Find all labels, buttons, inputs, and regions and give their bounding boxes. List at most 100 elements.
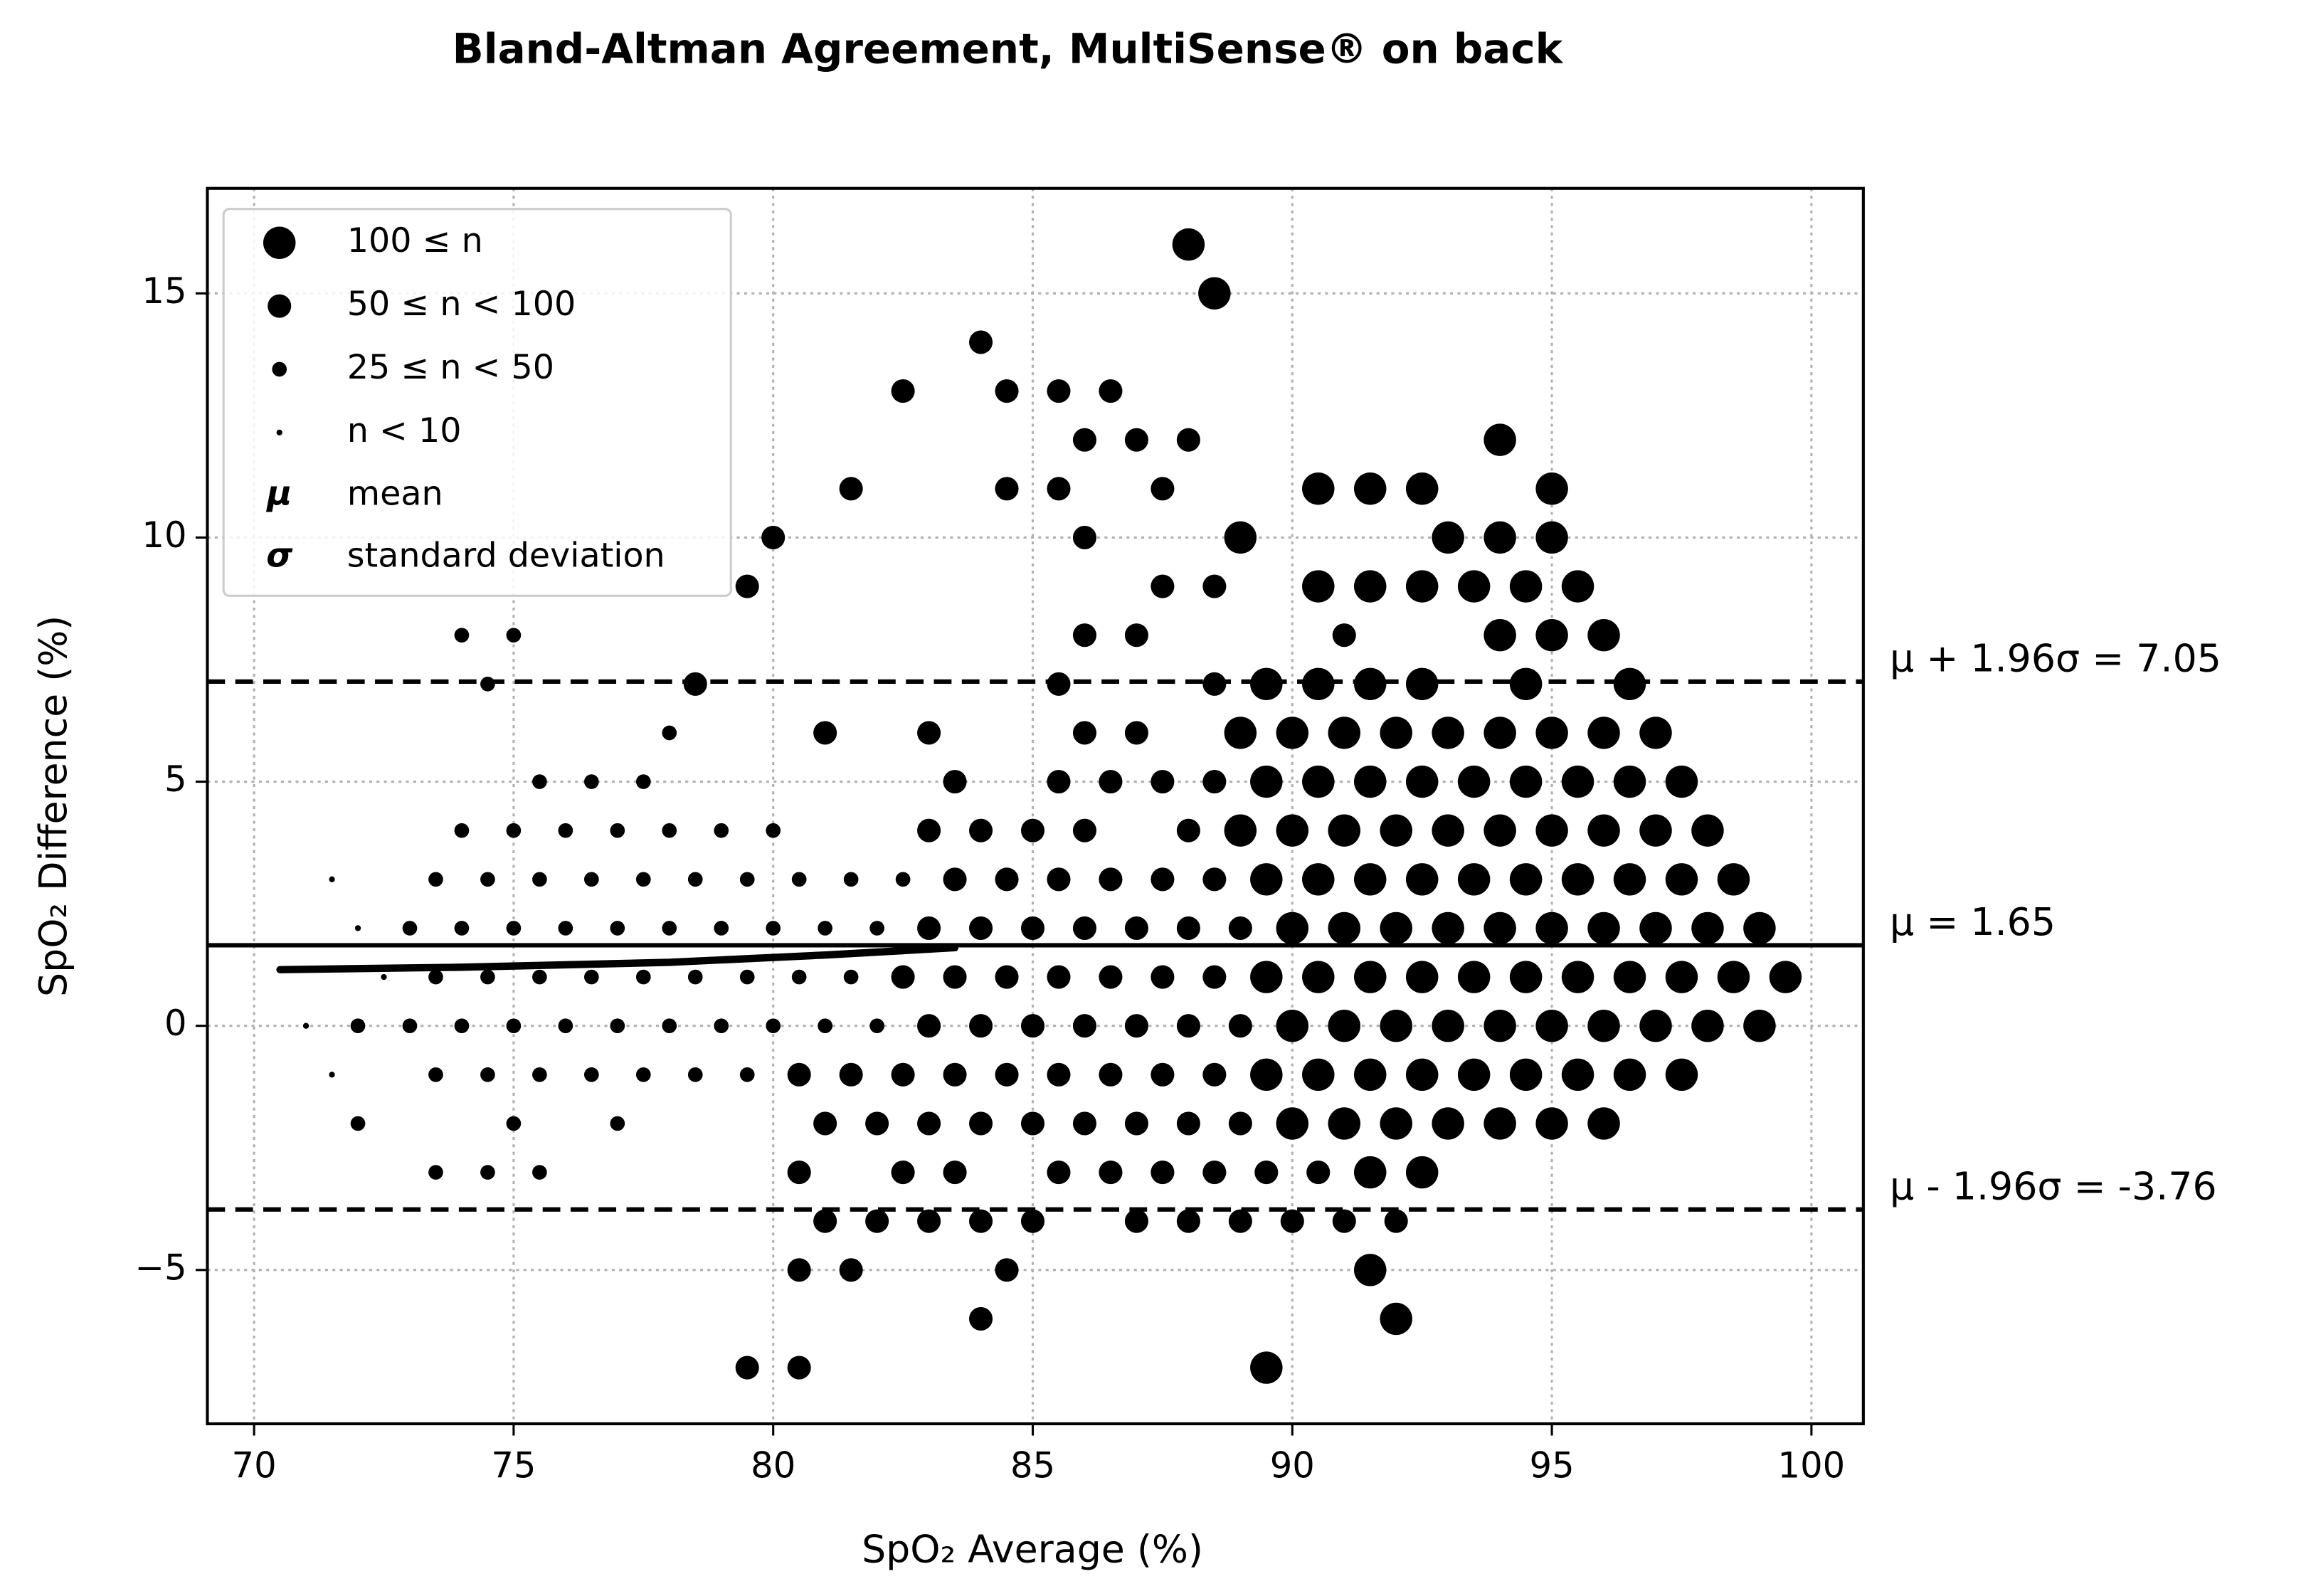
point [917,1111,941,1136]
point [968,1111,993,1136]
point [1176,428,1200,452]
point [1483,717,1516,749]
point [687,872,703,887]
point [558,921,573,936]
point [1250,1058,1283,1092]
point [891,379,915,403]
point [1353,570,1387,603]
point [1353,961,1387,993]
point [1072,1014,1096,1038]
plot-frame [206,186,1865,1426]
point [968,1306,993,1331]
point [735,574,759,598]
legend-label: 50 ≤ n < 100 [347,285,576,324]
point [558,823,573,838]
point [480,872,495,887]
point [917,818,941,842]
point [735,1355,759,1380]
point [1380,1009,1412,1042]
point [1302,863,1335,896]
point [1202,1062,1227,1087]
y-tick-label: 15 [142,270,186,312]
x-tick-label: 95 [1530,1445,1575,1486]
point [1665,1058,1698,1092]
point [917,1014,941,1038]
point [791,872,807,887]
point [662,1018,677,1034]
point [766,921,781,936]
x-tick-label: 75 [491,1445,536,1486]
point [454,823,470,838]
point [532,969,547,985]
point [1202,574,1227,598]
point [1561,863,1594,896]
x-tick-label: 80 [751,1445,795,1486]
point [428,1067,443,1082]
point [1639,1009,1672,1042]
point [1202,867,1227,892]
point [739,872,755,887]
point [1198,277,1231,310]
y-tick-label: −5 [134,1247,186,1288]
point [1276,911,1309,945]
point [635,872,651,887]
point [1432,521,1464,554]
point [1099,1062,1123,1087]
point [1587,1107,1620,1140]
point [1509,863,1543,896]
point [381,973,387,981]
point [329,1072,335,1078]
point [480,1165,495,1180]
point [1047,965,1071,989]
point [1380,717,1412,749]
point [1613,765,1646,798]
x-tick-label: 85 [1010,1445,1055,1486]
chart-title: Bland-Altman Agreement, MultiSense® on b… [453,25,1564,73]
point [1561,1058,1594,1092]
point [761,525,786,549]
point [1020,916,1045,940]
point [818,921,832,936]
point [584,872,599,887]
point [1483,911,1516,945]
point [428,1165,443,1180]
point [968,330,993,354]
point [1276,717,1309,749]
point [1176,916,1200,940]
point [1072,818,1096,842]
point [1072,428,1096,452]
point [968,916,993,940]
point [662,921,677,936]
point [1020,1111,1045,1136]
point [1691,814,1724,847]
point [1328,1009,1360,1042]
point [1432,717,1464,749]
point [791,969,807,985]
point [1332,1209,1356,1233]
point [1639,814,1672,847]
point [943,965,967,989]
point [532,1165,547,1180]
point [1328,1107,1360,1140]
point [1587,717,1620,749]
point [1535,1107,1568,1140]
point [1639,717,1672,749]
point [1176,1111,1200,1136]
point [506,1116,522,1131]
point [787,1258,811,1282]
reference-label: μ - 1.96σ = -3.76 [1890,1163,2217,1208]
point [1124,916,1148,940]
legend-label: standard deviation [347,537,665,576]
point [1328,911,1360,945]
legend-symbol: σ [266,537,293,576]
point [891,1062,915,1087]
point [506,823,522,838]
point [739,969,755,985]
point [1717,863,1750,896]
legend-label: mean [347,475,443,514]
point [1276,1107,1309,1140]
point [1535,717,1568,749]
point [1405,961,1439,993]
point [995,477,1019,501]
point [1405,667,1439,701]
